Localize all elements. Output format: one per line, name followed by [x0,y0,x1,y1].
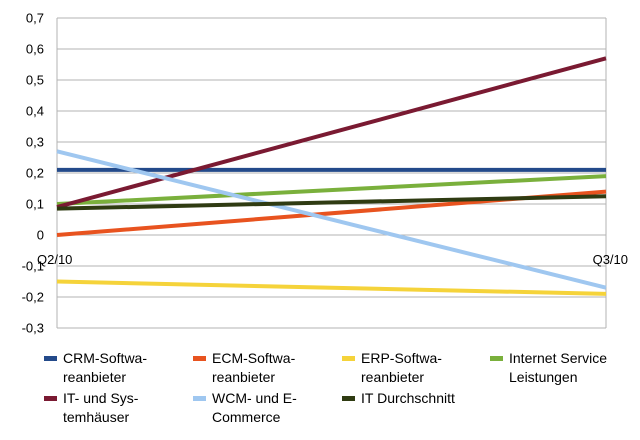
legend-label: CRM-Softwa- [63,350,147,366]
legend-label: Leistungen [509,369,578,385]
y-tick-label: 0,2 [26,166,44,181]
legend-label: ERP-Softwa- [361,350,442,366]
y-tick-label: 0,3 [26,135,44,150]
x-axis-tick-labels: Q2/10 Q3/10 [37,252,628,267]
x-tick-label: Q2/10 [37,252,72,267]
legend: CRM-Softwa-reanbieterECM-Softwa-reanbiet… [44,350,607,425]
legend-label: reanbieter [361,369,424,385]
y-tick-label: -0,2 [22,290,44,305]
legend-swatch [490,356,503,361]
legend-swatch [44,356,57,361]
legend-item: CRM-Softwa-reanbieter [44,350,147,385]
series-lines [56,56,607,296]
y-tick-label: 0,6 [26,42,44,57]
series-line-5 [56,149,607,290]
series-line-2 [56,279,607,296]
y-tick-label: 0,4 [26,104,44,119]
y-tick-label: -0,3 [22,321,44,336]
y-tick-label: 0,7 [26,11,44,26]
legend-label: IT- und Sys- [63,390,139,406]
y-axis-tick-labels: 0,7 0,6 0,5 0,4 0,3 0,2 0,1 0 -0,1 -0,2 -0,3 [22,11,44,336]
legend-label: Commerce [212,409,281,425]
legend-swatch [193,396,206,401]
legend-label: Internet Service [509,350,607,366]
y-tick-label: 0,5 [26,73,44,88]
y-tick-label: 0,1 [26,197,44,212]
x-tick-label: Q3/10 [593,252,628,267]
series-line-6 [56,194,607,211]
y-tick-label: -0,1 [22,259,44,274]
legend-swatch [342,356,355,361]
legend-item: Internet Service Leistungen [490,350,607,385]
legend-item: ERP-Softwa-reanbieter [342,350,442,385]
legend-label: reanbieter [212,369,275,385]
y-tick-label: 0 [37,228,44,243]
legend-swatch [44,396,57,401]
series-line-4 [56,56,607,210]
legend-label: ECM-Softwa- [212,350,296,366]
legend-label: temhäuser [63,409,129,425]
legend-label: WCM- und E- [212,390,297,406]
legend-swatch [342,396,355,401]
series-line-3 [56,174,607,206]
legend-item: IT- und Sys-temhäuser [44,390,139,425]
legend-item: ECM-Softwa-reanbieter [193,350,296,385]
legend-swatch [193,356,206,361]
legend-item: WCM- und E- Commerce [193,390,297,425]
legend-item: IT Durchschnitt [342,390,455,406]
legend-label: IT Durchschnitt [361,390,455,406]
legend-label: reanbieter [63,369,126,385]
